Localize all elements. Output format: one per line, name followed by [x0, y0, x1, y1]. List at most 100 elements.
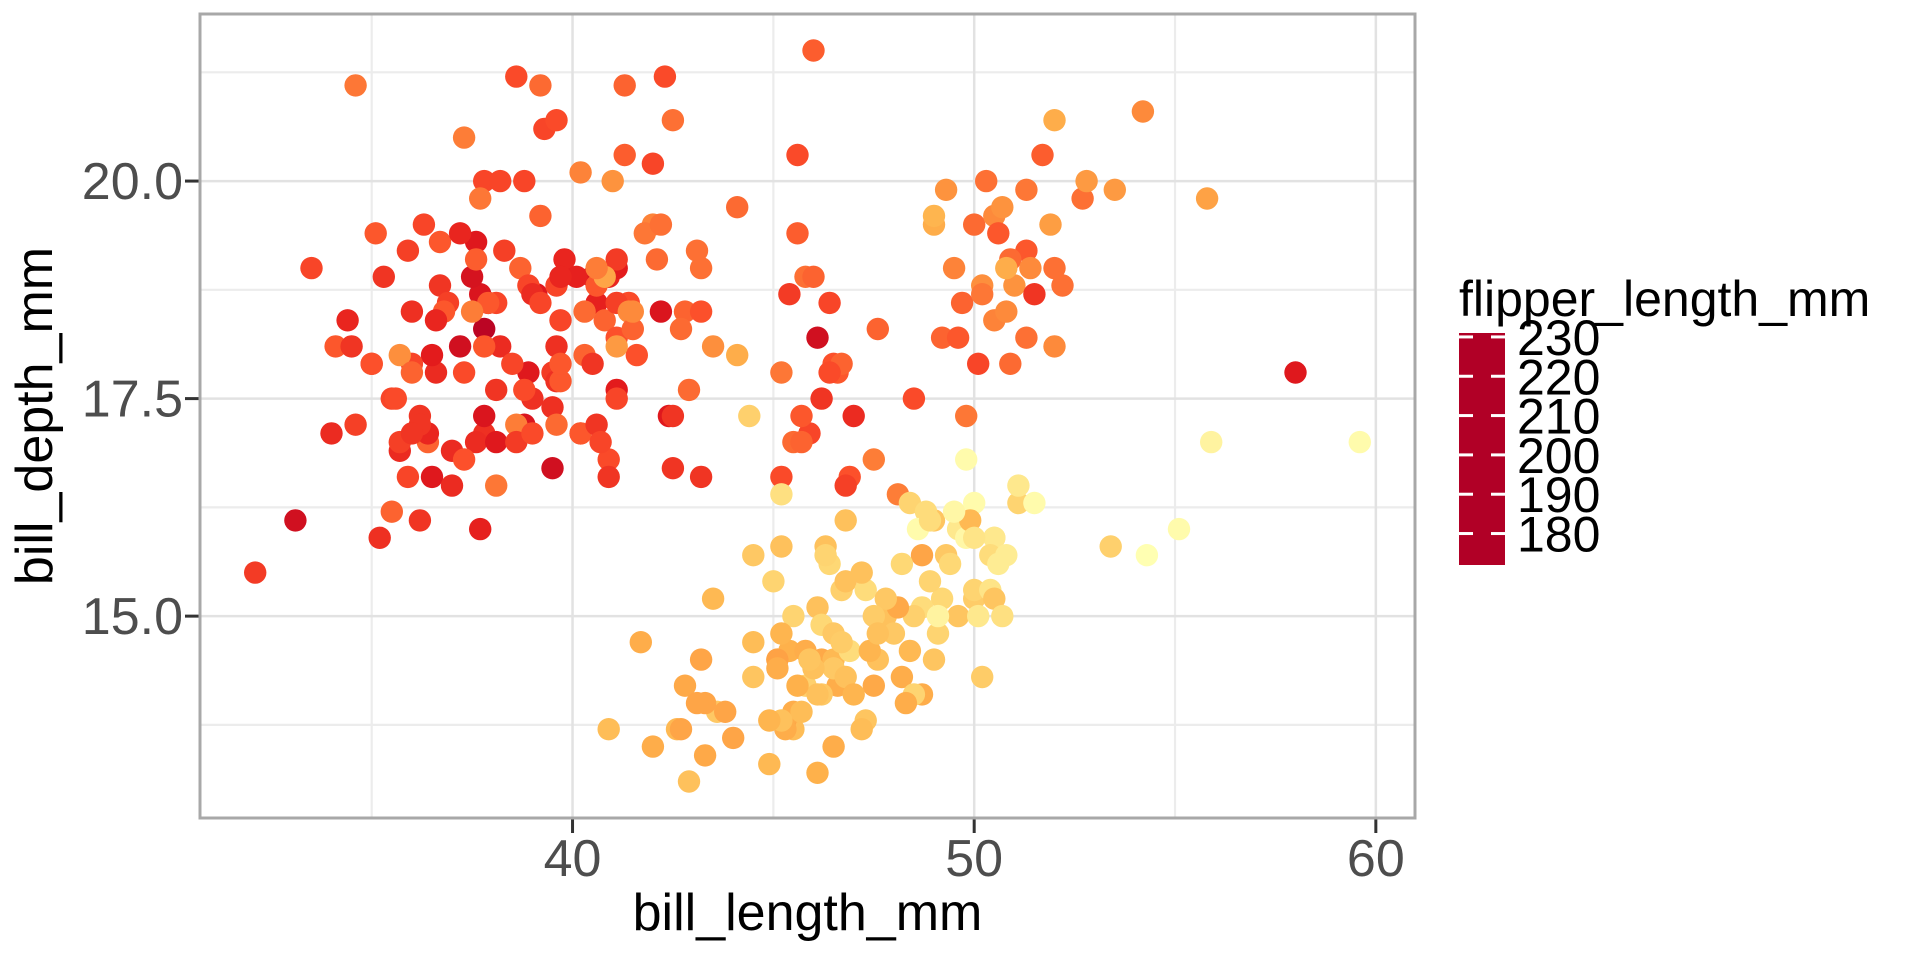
data-point [930, 326, 954, 349]
data-point [324, 335, 347, 358]
data-point [995, 300, 1018, 323]
data-point [1195, 187, 1219, 210]
data-point [485, 474, 508, 497]
data-point [1075, 169, 1098, 193]
data-point [653, 65, 677, 88]
data-point [412, 213, 436, 236]
data-point [738, 404, 761, 428]
data-point [545, 413, 568, 436]
data-point [866, 622, 889, 645]
data-point [549, 265, 572, 288]
colorbar-tick-label: 200 [1517, 428, 1600, 484]
data-point [460, 300, 484, 323]
data-point [485, 378, 508, 402]
data-point [975, 169, 998, 193]
data-point [834, 474, 857, 497]
data-point [806, 761, 829, 784]
data-point [473, 317, 496, 341]
data-point [963, 578, 986, 602]
data-point [689, 300, 713, 323]
data-point [565, 265, 588, 288]
data-point [1043, 335, 1066, 358]
data-point [485, 430, 508, 454]
data-point [926, 604, 950, 628]
data-point [742, 631, 765, 654]
data-point [942, 500, 966, 523]
data-point [452, 126, 476, 149]
data-point [766, 657, 789, 680]
y-tick-label: 17.5 [82, 371, 183, 429]
data-point [613, 143, 636, 167]
data-point [400, 361, 424, 384]
data-point [963, 213, 986, 236]
data-point [950, 291, 974, 315]
data-point [971, 665, 994, 689]
data-point [890, 552, 914, 576]
data-point [1015, 326, 1038, 349]
data-point [685, 691, 709, 715]
data-point [473, 335, 496, 358]
data-point [922, 648, 946, 671]
data-point [1103, 178, 1127, 201]
data-point [866, 317, 889, 341]
data-point [645, 248, 669, 271]
y-tick-label: 20.0 [82, 153, 183, 211]
data-point [244, 561, 267, 584]
data-point [854, 578, 877, 602]
data-point [605, 387, 628, 410]
data-point [428, 274, 452, 297]
data-point [621, 300, 644, 323]
data-point [834, 509, 857, 532]
data-point [930, 587, 954, 610]
data-point [300, 256, 323, 280]
data-point [368, 526, 391, 549]
data-point [549, 352, 572, 375]
data-point [894, 691, 918, 715]
data-point [834, 665, 857, 689]
data-point [372, 265, 395, 288]
data-point [340, 335, 363, 358]
data-point [605, 335, 628, 358]
data-point [1071, 187, 1094, 210]
data-point [689, 256, 713, 280]
data-point [689, 648, 713, 671]
data-point [842, 404, 865, 428]
data-point [1003, 274, 1026, 297]
data-point [770, 465, 793, 489]
data-point [693, 744, 717, 767]
data-point [673, 674, 697, 697]
data-point [661, 109, 685, 132]
data-point [1023, 283, 1046, 306]
data-point [862, 604, 885, 628]
data-point [822, 735, 845, 758]
data-point [513, 169, 536, 193]
data-point [910, 544, 934, 567]
data-point [641, 735, 665, 758]
data-point [862, 674, 885, 697]
data-point [400, 300, 424, 323]
data-point [585, 413, 608, 436]
data-point [669, 317, 693, 341]
data-point [810, 387, 833, 410]
colorbar-tick-label: 230 [1517, 310, 1600, 366]
data-point [742, 665, 765, 689]
data-point [790, 700, 813, 723]
data-point [1039, 213, 1062, 236]
data-point [798, 648, 821, 671]
data-point [661, 404, 685, 428]
data-point [489, 169, 512, 193]
data-point [1031, 143, 1054, 167]
data-point [1043, 256, 1066, 280]
data-point [677, 378, 701, 402]
data-point [786, 674, 809, 697]
data-point [963, 491, 986, 515]
data-point [400, 422, 424, 445]
data-point [320, 422, 343, 445]
data-point [661, 457, 685, 480]
data-point [918, 509, 942, 532]
data-point [701, 335, 725, 358]
data-point [1023, 491, 1046, 515]
colorbar-tick-label: 220 [1517, 349, 1600, 405]
